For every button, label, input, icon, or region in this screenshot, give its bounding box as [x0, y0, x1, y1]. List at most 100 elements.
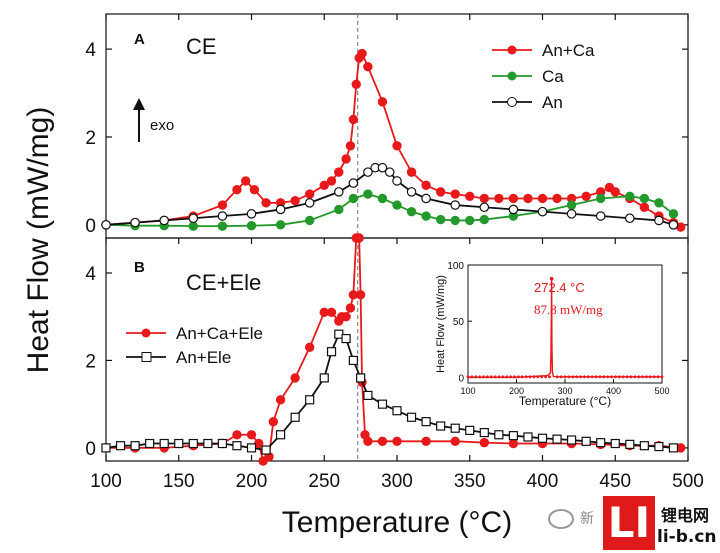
- data-point: [639, 193, 650, 204]
- inset-annotation-temp: 272.4 °C: [534, 280, 585, 295]
- inset-x-tick-label: 300: [557, 386, 572, 396]
- inset-y-tick-label: 100: [447, 261, 464, 272]
- data-point: [357, 48, 367, 59]
- panel-b-legend: An+Ca+Ele An+Ele: [126, 324, 263, 367]
- data-point: [566, 209, 577, 219]
- inset-point: [563, 375, 567, 379]
- inset-point: [528, 375, 532, 379]
- panel-a-label: A: [134, 31, 145, 48]
- inset-point: [520, 375, 524, 379]
- data-point: [363, 62, 373, 72]
- inset-axis-ticks: 100 200 300 400 500 0 50 100: [447, 261, 669, 396]
- legend-label: An+Ele: [176, 348, 231, 367]
- data-point: [249, 184, 260, 195]
- data-point: [356, 373, 366, 383]
- inset-point: [544, 375, 547, 379]
- data-point: [508, 438, 519, 449]
- inset-x-tick-label: 200: [509, 386, 524, 396]
- legend-marker: [507, 97, 517, 107]
- data-point: [392, 200, 402, 210]
- inset-point: [571, 375, 575, 379]
- data-point: [392, 406, 402, 416]
- data-point: [334, 167, 344, 177]
- data-point: [450, 215, 460, 226]
- data-point: [406, 206, 417, 217]
- exo-annotation: exo: [150, 117, 174, 134]
- data-point: [537, 193, 548, 204]
- data-point: [508, 431, 518, 441]
- data-point: [596, 438, 606, 448]
- data-point: [610, 438, 620, 449]
- data-point: [305, 342, 315, 353]
- y-tick-label: 0: [85, 216, 96, 237]
- inset-point: [493, 375, 497, 379]
- x-tick-label: 500: [672, 471, 704, 492]
- data-point: [345, 303, 356, 313]
- y-tick-label: 4: [85, 40, 96, 61]
- data-point: [348, 355, 358, 366]
- data-point: [421, 211, 431, 221]
- inset-point: [474, 375, 478, 379]
- inset-x-axis-label: Temperature (°C): [519, 394, 611, 408]
- data-point: [479, 437, 489, 448]
- data-point: [290, 195, 300, 206]
- data-point: [421, 417, 431, 427]
- panel-a-legend: An+Ca Ca An: [492, 41, 595, 112]
- data-point: [566, 435, 577, 445]
- data-point: [552, 193, 562, 204]
- data-point: [326, 176, 337, 186]
- inset-point: [637, 375, 641, 379]
- inset-series: [466, 276, 664, 379]
- data-point: [406, 167, 417, 177]
- data-point: [319, 373, 329, 383]
- data-point: [275, 204, 286, 215]
- data-point: [494, 193, 504, 204]
- data-point: [159, 215, 169, 226]
- data-point: [668, 220, 679, 230]
- data-point: [305, 215, 315, 226]
- data-point: [348, 178, 359, 188]
- data-point: [363, 436, 373, 447]
- y-tick-label: 2: [85, 351, 96, 372]
- inset-point: [482, 375, 485, 379]
- data-point: [450, 423, 460, 433]
- data-point: [341, 312, 351, 322]
- data-point: [450, 189, 460, 199]
- data-point: [341, 154, 351, 164]
- data-point: [421, 436, 431, 447]
- legend-label: An: [542, 93, 563, 112]
- data-point: [290, 412, 300, 422]
- data-point: [345, 141, 356, 151]
- panel-b-title: CE+Ele: [186, 270, 261, 295]
- data-point: [523, 193, 533, 204]
- inset-point: [517, 375, 520, 379]
- data-point: [639, 441, 649, 451]
- panel-a-title: CE: [186, 34, 217, 59]
- data-point: [159, 438, 169, 449]
- data-point: [625, 191, 635, 201]
- inset-point: [567, 375, 571, 379]
- inset-peak-point: [549, 276, 554, 281]
- data-point: [406, 412, 417, 422]
- data-point: [421, 193, 431, 204]
- data-point: [130, 441, 140, 451]
- data-point: [246, 209, 257, 219]
- data-point: [639, 202, 650, 212]
- inset-point: [470, 375, 474, 379]
- data-point: [654, 215, 664, 226]
- data-point: [566, 200, 577, 210]
- data-point: [145, 438, 155, 449]
- data-point: [668, 443, 679, 453]
- data-point: [341, 333, 351, 344]
- data-point: [581, 436, 591, 446]
- data-point: [130, 217, 140, 228]
- y-tick-label: 0: [85, 439, 96, 460]
- inset-annotation-peak: 87.8 mW/mg: [534, 302, 603, 317]
- inset-y-tick-label: 50: [453, 317, 465, 328]
- data-point: [392, 176, 402, 186]
- data-point: [465, 215, 475, 226]
- data-point: [188, 221, 199, 231]
- x-tick-label: 100: [90, 471, 122, 492]
